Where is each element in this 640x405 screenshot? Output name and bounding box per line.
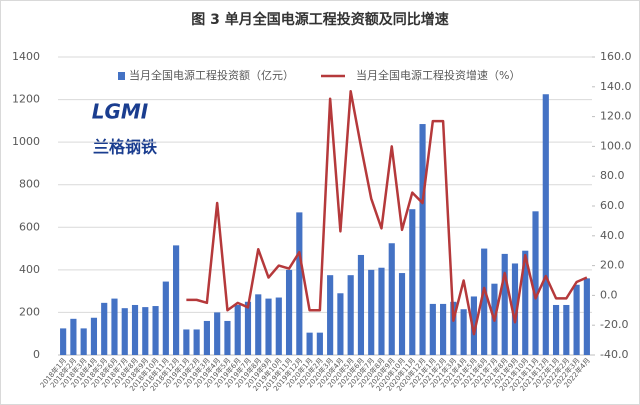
legend-label: 当月全国电源工程投资额（亿元） [129,68,294,82]
y2-tick-label: -20.0 [600,318,628,331]
bar [255,294,262,355]
bar [203,320,210,355]
watermark-text: 兰格钢铁 [93,138,157,157]
bar [470,296,477,355]
y-tick-label: 1200 [12,93,40,106]
y-tick-label: 400 [19,263,40,276]
chart-title: 图 3 单月全国电源工程投资额及同比增速 [191,11,449,28]
bar [542,94,549,355]
bar [60,328,67,355]
bar [583,278,590,355]
y2-tick-label: 80.0 [600,169,625,182]
bar [563,304,570,355]
bar [183,329,190,355]
bar [511,263,519,355]
bar [532,211,539,355]
y2-tick-label: 60.0 [600,199,625,212]
bar [481,248,488,355]
bar [398,273,406,355]
bar [214,312,221,355]
bar [101,302,108,355]
y2-tick-label: 0.0 [600,288,618,301]
y2-tick-label: 40.0 [600,229,625,242]
bar [573,284,580,355]
y-tick-label: 200 [19,305,40,318]
bar [173,245,180,355]
y-tick-label: 0 [33,348,40,361]
bar [152,306,159,355]
bar [337,293,344,355]
bar [244,301,252,355]
y2-tick-label: 120.0 [600,110,632,123]
bar [90,317,98,355]
bar [316,332,323,355]
y-tick-label: 800 [19,178,40,191]
bar [419,124,426,355]
bar [80,328,87,355]
bar [142,307,149,355]
watermark-logo: LGMI [92,100,149,124]
y2-tick-label: 140.0 [600,80,632,93]
bar [265,298,272,355]
bar [522,250,529,355]
y2-tick-label: 160.0 [600,50,632,63]
legend-swatch [118,72,125,80]
bar [275,297,282,355]
y2-tick-label: -40.0 [600,348,628,361]
bar [327,275,334,355]
bar [70,318,77,355]
bar [306,332,313,355]
bar [234,304,241,355]
bar [357,254,365,355]
bar [296,212,303,355]
y2-tick-label: 100.0 [600,139,632,152]
legend-label: 当月全国电源工程投资增速（%） [356,68,520,82]
y-tick-label: 1000 [12,135,40,148]
bar [450,301,457,355]
y2-tick-label: 20.0 [600,259,625,272]
bar [162,281,169,355]
bar [440,303,447,355]
bar [224,320,231,355]
bar [388,243,395,355]
bar [501,253,508,355]
bar [285,269,293,355]
bar [409,209,416,355]
bar [552,304,560,355]
bar [347,275,354,355]
bar [429,303,436,355]
bar [368,269,375,355]
bar [378,267,385,355]
y-tick-label: 1400 [12,50,40,63]
bar [193,329,200,355]
bar [121,308,128,355]
bar [460,309,467,355]
bar [131,304,139,355]
y-tick-label: 600 [19,220,40,233]
bar [111,298,118,355]
line [186,90,588,336]
